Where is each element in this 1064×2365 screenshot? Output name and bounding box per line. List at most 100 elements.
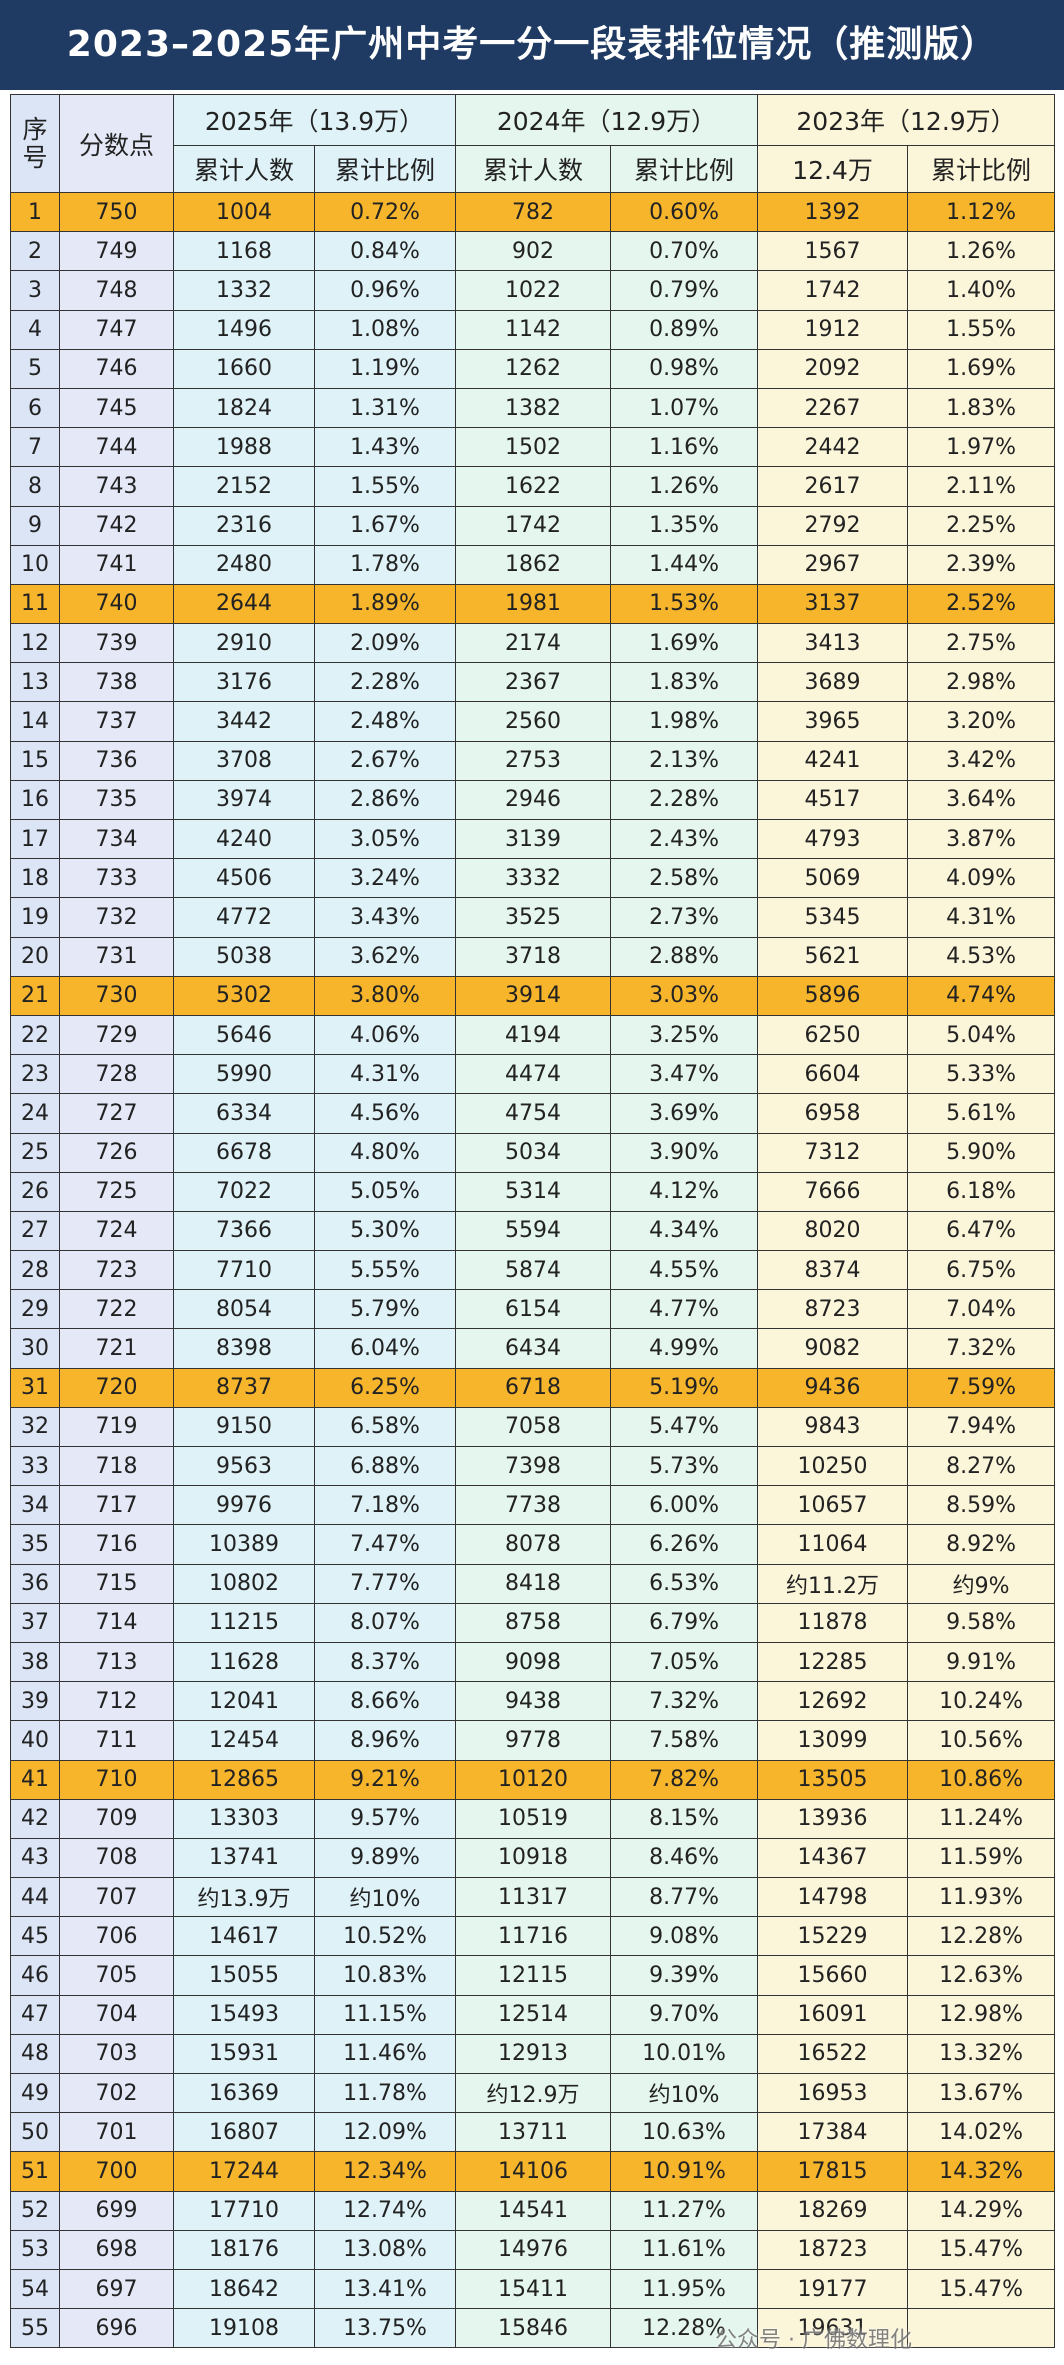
cell: 11716: [455, 1916, 612, 1957]
cell: 2.58%: [610, 858, 759, 899]
cell: 19: [10, 897, 60, 938]
table-row: 7 744 1988 1.43% 1502 1.16% 2442 1.97%: [10, 427, 1056, 468]
cell: 8.59%: [907, 1485, 1056, 1526]
table-row: 4 747 1496 1.08% 1142 0.89% 1912 1.55%: [10, 309, 1056, 350]
cell: 10802: [173, 1563, 315, 1604]
cell: 37: [10, 1602, 60, 1643]
cell: 6.18%: [907, 1171, 1056, 1212]
cell: 728: [59, 1054, 174, 1095]
cell: 715: [59, 1563, 174, 1604]
cell: 8: [10, 466, 60, 507]
cell: 10657: [757, 1485, 909, 1526]
cell: 2967: [757, 544, 909, 585]
cell: 24: [10, 1093, 60, 1134]
table-row: 1 750 1004 0.72% 782 0.60% 1392 1.12%: [10, 191, 1056, 233]
header-cell: 分数点: [59, 94, 174, 193]
cell: 8.27%: [907, 1445, 1056, 1487]
cell: 5.19%: [610, 1367, 759, 1408]
cell: 2.86%: [313, 779, 457, 821]
cell: 13: [10, 662, 60, 703]
cell: 9438: [455, 1681, 612, 1722]
cell: 8398: [173, 1328, 315, 1369]
cell: 44: [10, 1877, 60, 1918]
cell: 8.77%: [610, 1877, 759, 1918]
cell: 6958: [757, 1093, 909, 1134]
cell: 1.55%: [907, 309, 1056, 350]
cell: 699: [59, 2190, 174, 2231]
table-row: 9 742 2316 1.67% 1742 1.35% 2792 2.25%: [10, 505, 1056, 546]
cell: 15846: [455, 2308, 612, 2349]
cell: 732: [59, 897, 174, 938]
cell: 724: [59, 1210, 174, 1252]
cell: 14.02%: [907, 2112, 1056, 2153]
cell: 4.12%: [610, 1171, 759, 1212]
cell: 1.67%: [313, 505, 457, 546]
cell: 719: [59, 1406, 174, 1448]
cell: 11628: [173, 1641, 315, 1683]
cell: 8.46%: [610, 1837, 759, 1879]
cell: 16807: [173, 2112, 315, 2153]
cell: 5.55%: [313, 1250, 457, 1291]
cell: 16522: [757, 2033, 909, 2075]
cell: 0.60%: [610, 191, 759, 233]
cell: 1981: [455, 583, 612, 625]
cell: 7.82%: [610, 1759, 759, 1800]
cell: 13505: [757, 1759, 909, 1800]
cell: 12.98%: [907, 1994, 1056, 2035]
cell: 3137: [757, 583, 909, 625]
cell: 2174: [455, 623, 612, 664]
cell: 14.32%: [907, 2151, 1056, 2192]
cell: 12454: [173, 1720, 315, 1761]
cell: 3.42%: [907, 740, 1056, 781]
cell: 2152: [173, 466, 315, 507]
table-row: 12 739 2910 2.09% 2174 1.69% 3413 2.75%: [10, 623, 1056, 664]
cell: 2.48%: [313, 701, 457, 742]
cell: 0.72%: [313, 191, 457, 233]
cell: 53: [10, 2229, 60, 2270]
cell: 8.92%: [907, 1524, 1056, 1565]
cell: 8.37%: [313, 1641, 457, 1683]
cell: 55: [10, 2308, 60, 2349]
table-row: 48 703 15931 11.46% 12913 10.01% 16522 13.32%: [10, 2033, 1056, 2075]
table-row: 44 707 约13.9万 约10% 11317 8.77% 14798 11.93%: [10, 1877, 1056, 1918]
cell: 6334: [173, 1093, 315, 1134]
cell: 10: [10, 544, 60, 585]
table-row: 6 745 1824 1.31% 1382 1.07% 2267 1.83%: [10, 387, 1056, 429]
cell: 16953: [757, 2072, 909, 2114]
cell: 1.40%: [907, 270, 1056, 311]
cell: 6718: [455, 1367, 612, 1408]
cell: 735: [59, 779, 174, 821]
cell: 749: [59, 231, 174, 272]
cell: 12285: [757, 1641, 909, 1683]
cell: 15411: [455, 2268, 612, 2310]
cell: 11215: [173, 1602, 315, 1643]
cell: 11.78%: [313, 2072, 457, 2114]
cell: 1022: [455, 270, 612, 311]
cell: 54: [10, 2268, 60, 2310]
cell: 3.20%: [907, 701, 1056, 742]
table-row: 30 721 8398 6.04% 6434 4.99% 9082 7.32%: [10, 1328, 1056, 1369]
cell: 3525: [455, 897, 612, 938]
cell: 31: [10, 1367, 60, 1408]
header-group: 2025年（13.9万）: [172, 94, 457, 146]
table-row: 39 712 12041 8.66% 9438 7.32% 12692 10.24%: [10, 1681, 1056, 1722]
table-row: 32 719 9150 6.58% 7058 5.47% 9843 7.94%: [10, 1406, 1056, 1448]
cell: 1.26%: [610, 466, 759, 507]
cell: 4.77%: [610, 1289, 759, 1330]
header-cell: 累计比例: [313, 145, 457, 193]
cell: 3: [10, 270, 60, 311]
table-row: 24 727 6334 4.56% 4754 3.69% 6958 5.61%: [10, 1093, 1056, 1134]
table-row: 20 731 5038 3.62% 3718 2.88% 5621 4.53%: [10, 936, 1056, 977]
cell: 13.32%: [907, 2033, 1056, 2075]
cell: 11317: [455, 1877, 612, 1918]
cell: 1.43%: [313, 427, 457, 468]
cell: 700: [59, 2151, 174, 2192]
cell: 11.59%: [907, 1837, 1056, 1879]
cell: 10.01%: [610, 2033, 759, 2075]
cell: 4.06%: [313, 1014, 457, 1056]
cell: 9.70%: [610, 1994, 759, 2035]
cell: 2.67%: [313, 740, 457, 781]
cell: 13936: [757, 1798, 909, 1839]
cell: 7312: [757, 1132, 909, 1173]
cell: 2: [10, 231, 60, 272]
